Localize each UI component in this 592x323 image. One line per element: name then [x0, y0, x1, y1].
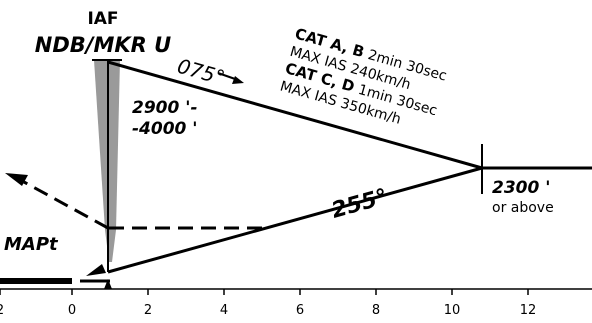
holding-altitude-upper: 2900 '-	[132, 98, 198, 118]
turn-altitude-qualifier: or above	[492, 200, 554, 216]
inbound-leg-line	[107, 166, 483, 274]
missed-approach-arrowhead	[5, 173, 28, 186]
missed-approach-path	[5, 173, 262, 230]
fix-position-marker	[104, 279, 112, 289]
turn-altitude-value: 2300 '	[492, 178, 550, 198]
fix-name-label: IAF	[87, 9, 118, 29]
scale-label-0: 0	[68, 303, 76, 318]
scale-label-left-2: 2	[0, 303, 4, 318]
missed-approach-point-label: MAPt	[4, 234, 59, 255]
distance-axis-ticks	[0, 289, 529, 295]
holding-altitude-lower: -4000 '	[132, 119, 198, 139]
inbound-arrowhead	[86, 264, 106, 276]
outbound-direction-arrow	[217, 72, 244, 84]
scale-label-6: 6	[296, 303, 304, 318]
fix-facility-label: NDB/MKR U	[35, 33, 171, 57]
scale-label-2: 2	[144, 303, 152, 318]
scale-label-4: 4	[220, 303, 228, 318]
outbound-leg-line	[107, 60, 483, 170]
scale-label-8: 8	[372, 303, 380, 318]
inbound-track-label: 255°	[329, 184, 391, 223]
scale-label-10: 10	[444, 303, 461, 318]
timing-notes: CAT A, B 2min 30sec MAX IAS 240km/h CAT …	[278, 25, 448, 128]
scale-label-12: 12	[520, 303, 537, 318]
